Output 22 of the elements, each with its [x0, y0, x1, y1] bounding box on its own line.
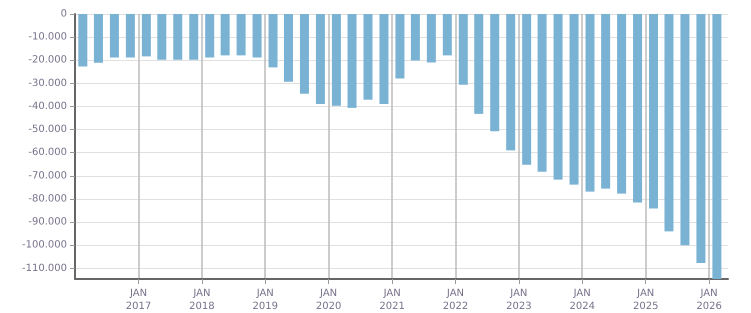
x-tick-label: JAN 2017 [126, 288, 152, 312]
x-tick-label: JAN 2023 [506, 288, 532, 312]
y-tick-label: -30.000 [28, 78, 67, 89]
y-tick-label: -70.000 [28, 170, 67, 182]
x-tick-label: JAN 2022 [442, 288, 468, 312]
y-tick-label: -50.000 [28, 124, 67, 136]
x-tick-label: JAN 2021 [379, 288, 405, 312]
y-tick-label: -10.000 [28, 32, 67, 43]
x-tick-label: JAN 2024 [569, 288, 595, 312]
y-tick-label: -90.000 [28, 216, 67, 228]
y-tick-label: 0 [60, 8, 67, 20]
y-tick-label: -60.000 [28, 147, 67, 158]
x-tick-label: JAN 2019 [252, 288, 278, 312]
x-tick-label: JAN 2020 [316, 288, 342, 312]
y-tick-label: -100.000 [22, 240, 67, 251]
y-tick-label: -40.000 [28, 100, 67, 112]
x-tick-label: JAN 2018 [189, 288, 215, 312]
x-tick-label: JAN 2025 [633, 288, 658, 312]
x-tick-label: JAN 2026 [696, 288, 722, 312]
y-tick-label: -20.000 [28, 54, 67, 66]
y-tick-label: -110.000 [22, 262, 67, 274]
y-tick-label: -80.000 [28, 193, 67, 204]
